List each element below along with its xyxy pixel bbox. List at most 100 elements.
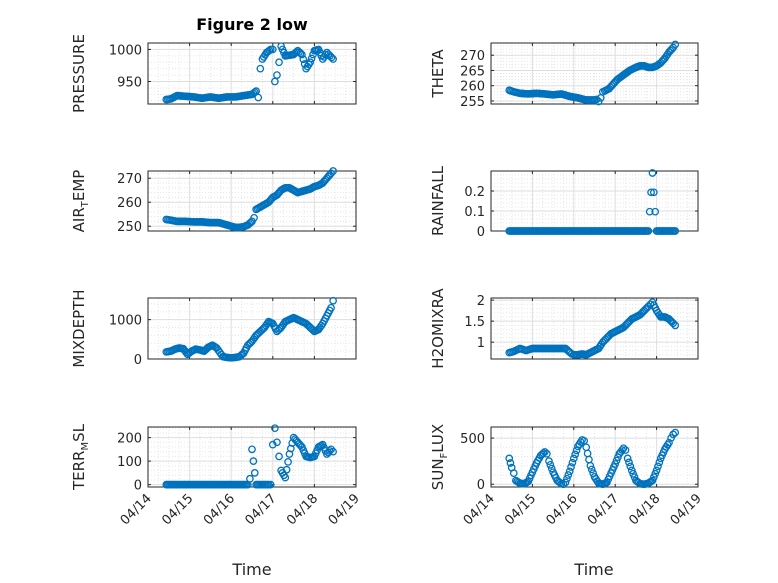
data-points bbox=[505, 428, 680, 489]
y-tick-label: 255 bbox=[460, 95, 485, 110]
data-point bbox=[671, 227, 680, 235]
data-points bbox=[162, 296, 337, 362]
x-tick-label: 04/16 bbox=[201, 491, 238, 528]
data-point bbox=[325, 447, 334, 455]
data-point bbox=[585, 455, 593, 464]
y-tick-label: 0 bbox=[477, 225, 485, 240]
data-point bbox=[618, 446, 626, 454]
data-point bbox=[669, 430, 678, 439]
x-tick-label: 04/19 bbox=[668, 491, 705, 528]
data-point bbox=[540, 448, 549, 456]
x-tick-label: 04/17 bbox=[243, 491, 280, 528]
data-point bbox=[665, 438, 673, 447]
y-axis-label-main: SUN bbox=[429, 458, 447, 490]
y-tick-label: 500 bbox=[460, 432, 485, 447]
data-point bbox=[625, 458, 633, 467]
y-tick-label: 0 bbox=[134, 479, 142, 494]
data-points bbox=[505, 298, 680, 359]
x-tick-label: 04/14 bbox=[118, 491, 155, 528]
panel-8: 0 500 04/14 04/15 04/16 04/17 04/18 04/19 SUNFLU… bbox=[429, 424, 705, 529]
y-axis-label-main: PRESSURE bbox=[70, 34, 88, 113]
y-axis-label-main: MIXDEPTH bbox=[70, 289, 88, 367]
y-tick-label: 1000 bbox=[109, 314, 142, 329]
data-point bbox=[282, 465, 291, 474]
data-point bbox=[543, 449, 551, 458]
data-point bbox=[327, 445, 335, 454]
panel-7: 0 100 200 04/14 04/15 04/16 04/17 04/18 04/19 TER… bbox=[70, 423, 363, 528]
data-point bbox=[306, 58, 315, 67]
data-point bbox=[655, 458, 664, 467]
data-point bbox=[275, 452, 283, 461]
data-point bbox=[248, 445, 256, 454]
data-point bbox=[647, 188, 655, 197]
data-points bbox=[505, 40, 680, 106]
y-axis-label: TERRMSL bbox=[70, 423, 91, 491]
y-tick-label: 1.5 bbox=[464, 315, 485, 330]
axes-frame bbox=[490, 426, 699, 488]
axes-frame bbox=[490, 297, 699, 360]
y-tick-label: 1 bbox=[477, 336, 485, 351]
axes-frame bbox=[147, 42, 357, 105]
y-tick-label: 0 bbox=[477, 478, 485, 493]
data-point bbox=[249, 457, 258, 465]
axes-frame bbox=[147, 426, 357, 488]
data-point bbox=[648, 169, 657, 177]
data-point bbox=[265, 46, 274, 55]
data-point bbox=[254, 93, 263, 102]
data-points bbox=[162, 167, 337, 232]
data-point bbox=[572, 446, 581, 455]
y-tick-label: 1000 bbox=[109, 43, 142, 58]
data-point bbox=[592, 95, 601, 104]
data-point bbox=[256, 64, 265, 73]
y-axis-label-main: RAINFALL bbox=[429, 165, 447, 236]
data-point bbox=[298, 50, 306, 59]
data-point bbox=[565, 467, 574, 476]
data-point bbox=[564, 471, 573, 479]
data-point bbox=[329, 296, 337, 305]
data-points bbox=[162, 424, 337, 489]
data-point bbox=[268, 440, 277, 449]
y-tick-label: 200 bbox=[117, 432, 142, 447]
data-point bbox=[327, 303, 335, 312]
data-point bbox=[651, 207, 660, 216]
data-point bbox=[250, 469, 259, 477]
data-point bbox=[561, 478, 570, 487]
data-point bbox=[327, 53, 336, 62]
data-point bbox=[545, 457, 553, 466]
y-axis-label: PRESSURE bbox=[70, 34, 88, 113]
y-tick-label: 265 bbox=[460, 64, 485, 79]
data-point bbox=[275, 58, 283, 67]
data-point bbox=[559, 480, 568, 489]
y-axis-label-tail: EMP bbox=[70, 170, 88, 201]
data-point bbox=[671, 321, 680, 330]
data-point bbox=[671, 40, 680, 49]
x-tick-label: 04/14 bbox=[461, 491, 498, 528]
y-axis-label: MIXDEPTH bbox=[70, 289, 88, 367]
data-point bbox=[506, 459, 515, 467]
y-tick-label: 270 bbox=[117, 172, 142, 187]
x-tick-label: 04/17 bbox=[585, 491, 622, 528]
data-point bbox=[649, 188, 658, 197]
data-points bbox=[505, 169, 680, 235]
y-axis-label: THETA bbox=[429, 49, 447, 99]
y-tick-label: 270 bbox=[460, 49, 485, 64]
y-axis-label-main: TERR bbox=[70, 451, 88, 492]
data-point bbox=[623, 454, 632, 463]
data-point bbox=[619, 444, 628, 453]
data-point bbox=[567, 463, 575, 471]
data-point bbox=[329, 447, 337, 456]
data-point bbox=[586, 461, 595, 470]
y-axis-label-tail: LUX bbox=[429, 424, 447, 453]
data-point bbox=[329, 55, 337, 63]
data-point bbox=[645, 207, 654, 216]
data-point bbox=[646, 300, 655, 309]
data-point bbox=[583, 449, 592, 458]
data-point bbox=[250, 213, 258, 222]
data-point bbox=[569, 454, 578, 463]
y-axis-label-subscript: M bbox=[80, 442, 91, 451]
data-point bbox=[621, 446, 630, 454]
y-axis-label-main: THETA bbox=[429, 49, 447, 99]
axes-frame bbox=[490, 42, 699, 105]
data-point bbox=[669, 319, 678, 328]
